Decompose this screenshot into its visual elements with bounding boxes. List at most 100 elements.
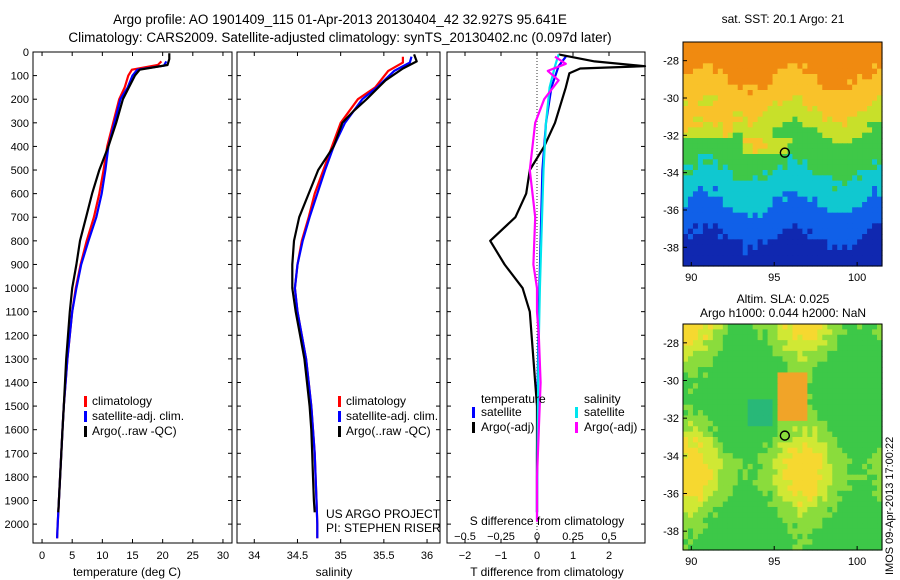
map-cell <box>872 463 878 470</box>
map-cell <box>717 127 724 134</box>
map-cell <box>717 116 724 123</box>
map-cell <box>707 212 714 219</box>
map-cell <box>812 447 818 454</box>
map-cell <box>797 239 803 246</box>
map-cell <box>792 533 799 540</box>
map-cell <box>817 175 823 182</box>
map-cell <box>782 202 789 208</box>
map-cell <box>683 533 689 540</box>
map-cell <box>802 154 808 160</box>
map-cell <box>842 458 848 465</box>
map-cell <box>727 47 734 54</box>
map-cell <box>782 212 789 219</box>
map-cell <box>877 383 883 390</box>
map-cell <box>832 453 838 460</box>
map-cell <box>697 388 704 395</box>
map-cell <box>842 186 848 192</box>
map-cell <box>712 202 719 208</box>
map-cell <box>722 191 729 198</box>
map-cell <box>762 426 769 433</box>
map-cell <box>877 106 883 112</box>
map-cell <box>722 132 729 139</box>
map-cell <box>847 410 853 417</box>
map-cell <box>837 223 843 230</box>
map-cell <box>847 260 853 267</box>
map-cell <box>737 469 744 476</box>
map-cell <box>777 196 784 203</box>
map-cell <box>842 74 848 80</box>
map-cell <box>737 420 744 427</box>
map-cell <box>857 239 863 246</box>
map-cell <box>852 148 858 155</box>
map-cell <box>692 356 699 363</box>
map-cell <box>712 393 719 400</box>
map-cell <box>787 528 794 535</box>
map-cell <box>867 431 873 438</box>
map-cell <box>702 458 709 465</box>
map-cell <box>787 437 794 443</box>
series-line-temperature-argo-adj- <box>489 53 647 513</box>
map-cell <box>787 239 794 246</box>
map-cell <box>857 512 863 519</box>
map-cell <box>702 74 709 80</box>
map-cell <box>777 356 784 363</box>
map-cell <box>857 533 863 540</box>
map-cell <box>777 523 784 530</box>
map-cell <box>877 442 883 449</box>
map-cell <box>727 463 734 470</box>
series-line-argo-raw-qc- <box>291 54 418 513</box>
map-cell <box>797 159 803 166</box>
map-cell <box>857 191 863 198</box>
map-cell <box>812 393 818 400</box>
map-cell <box>857 207 863 214</box>
map-cell <box>867 442 873 449</box>
map-cell <box>687 329 694 336</box>
map-cell <box>802 138 808 144</box>
map-cell <box>697 506 704 513</box>
map-cell <box>762 255 769 262</box>
map-cell <box>782 42 789 48</box>
map-cell <box>802 372 808 379</box>
map-cell <box>692 154 699 160</box>
map-cell <box>762 196 769 203</box>
map-cell <box>707 79 714 86</box>
map-cell <box>737 100 744 107</box>
map-cell <box>767 58 774 64</box>
map-cell <box>862 334 868 341</box>
map-cell <box>812 453 818 460</box>
map-cell <box>683 234 689 240</box>
map-cell <box>847 512 853 519</box>
map-cell <box>822 255 828 262</box>
map-cell <box>877 239 883 246</box>
map-cell <box>732 463 739 470</box>
map-cell <box>742 474 749 481</box>
map-cell <box>837 496 843 503</box>
map-cell <box>707 132 714 139</box>
map-cell <box>772 442 779 449</box>
y-tick-label: -36 <box>663 205 679 217</box>
map-cell <box>732 116 739 123</box>
map-cell <box>707 539 714 546</box>
map-cell <box>762 132 769 139</box>
map-cell <box>692 164 699 171</box>
map-cell <box>832 533 838 540</box>
map-cell <box>767 539 774 546</box>
map-cell <box>782 116 789 123</box>
map-cell <box>857 410 863 417</box>
map-cell <box>857 100 863 107</box>
map-cell <box>807 106 813 112</box>
map-cell <box>827 528 833 535</box>
map-cell <box>707 490 714 497</box>
map-cell <box>757 517 764 524</box>
y-tick-label: -32 <box>663 413 679 425</box>
map-cell <box>812 431 818 438</box>
map-cell <box>717 334 724 341</box>
map-cell <box>782 501 789 508</box>
map-cell <box>787 148 794 155</box>
map-cell <box>842 228 848 235</box>
map-cell <box>727 58 734 64</box>
map-cell <box>777 539 784 546</box>
map-cell <box>837 393 843 400</box>
map-cell <box>827 426 833 433</box>
map-cell <box>727 122 734 128</box>
